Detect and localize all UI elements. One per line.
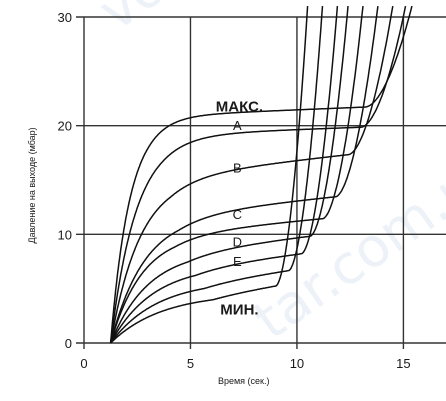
curve-label-D: D — [233, 234, 242, 249]
label-layer: А В СDЕ МАКС. МИН. — [216, 99, 263, 319]
max-band-label: МАКС. — [216, 99, 263, 116]
curve-label-С: С — [233, 207, 242, 222]
y-tick-label-10: 10 — [58, 227, 72, 242]
series-curve-1 — [109, 5, 407, 344]
series-curve-4 — [109, 6, 364, 344]
series-curve-6 — [109, 6, 339, 344]
watermark-text-1: tar.com.ua — [243, 134, 446, 351]
curve-label-В: В — [233, 160, 242, 175]
y-tick-label-30: 30 — [58, 10, 72, 25]
curve-label-А: А — [233, 118, 242, 133]
min-band-label: МИН. — [220, 302, 258, 319]
curve-layer — [109, 5, 413, 344]
series-curve-5 — [109, 6, 349, 344]
watermark-layer: vo tar.com.ua — [87, 0, 446, 351]
series-curve-7 — [110, 6, 324, 344]
series-curve-8 — [110, 6, 309, 344]
curve-label-Е: Е — [233, 254, 242, 269]
x-axis-title: Время (сек.) — [218, 376, 270, 386]
x-tick-label-5: 5 — [187, 356, 194, 371]
grid-layer: 0 10 20 30 0 5 10 15 — [58, 10, 446, 371]
y-tick-label-0: 0 — [65, 336, 72, 351]
y-tick-label-20: 20 — [58, 119, 72, 134]
series-curve-2 — [109, 5, 394, 344]
x-tick-label-10: 10 — [290, 356, 304, 371]
x-tick-label-0: 0 — [80, 356, 87, 371]
y-axis-title: Давление на выходе (мбар) — [27, 127, 37, 243]
watermark-text-0: vo — [87, 0, 176, 43]
series-curve-3 — [109, 6, 379, 344]
x-tick-label-15: 15 — [396, 356, 410, 371]
series-curve-0 — [109, 5, 413, 344]
